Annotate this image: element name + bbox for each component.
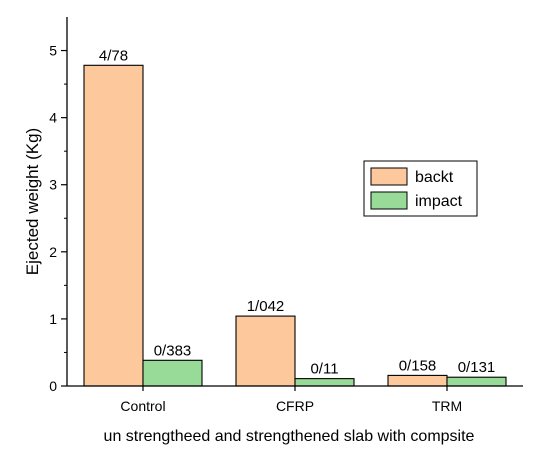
bar-value-label: 4/78 <box>99 47 128 64</box>
bar-value-labels: 4/78 0/383 1/042 0/11 0/158 0/131 <box>99 47 495 377</box>
legend-label-impact: impact <box>415 193 463 210</box>
x-axis-ticks: Control CFRP TRM <box>120 386 462 414</box>
x-tick-label: TRM <box>432 398 462 414</box>
bar-value-label: 0/383 <box>154 342 192 359</box>
x-axis-label: un strengtheed and strengthened slab wit… <box>104 428 475 445</box>
x-tick-label: Control <box>120 398 165 414</box>
legend-label-backt: backt <box>415 169 454 186</box>
bar-backt-trm <box>387 374 448 387</box>
x-tick-label: CFRP <box>276 398 314 414</box>
legend-swatch-impact <box>370 191 408 210</box>
bar-value-label: 1/042 <box>247 298 285 315</box>
legend-swatch-backt <box>370 167 408 186</box>
bars <box>83 64 507 387</box>
bar-value-label: 0/158 <box>399 357 437 374</box>
y-tick-label: 2 <box>49 244 57 260</box>
y-axis-label: Ejected weight (Kg) <box>23 128 42 275</box>
bar-backt-control <box>83 64 144 387</box>
bar-impact-cfrp <box>294 378 355 387</box>
bar-value-label: 0/131 <box>458 359 496 376</box>
legend: backt impact <box>363 160 478 217</box>
y-tick-label: 3 <box>49 177 57 193</box>
y-axis-ticks: 0 1 2 3 4 5 <box>49 43 67 394</box>
bar-backt-cfrp <box>235 315 296 387</box>
y-tick-label: 1 <box>49 311 57 327</box>
bar-value-label: 0/11 <box>310 361 338 378</box>
y-tick-label: 0 <box>49 378 57 394</box>
bar-impact-control <box>142 359 203 387</box>
y-tick-label: 5 <box>49 43 57 59</box>
bar-impact-trm <box>446 376 507 387</box>
y-tick-label: 4 <box>49 110 57 126</box>
